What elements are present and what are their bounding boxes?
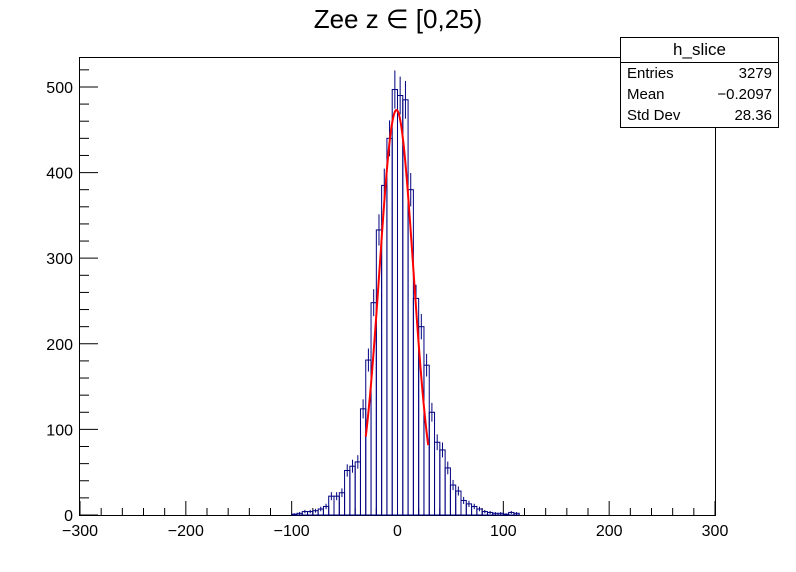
histogram-bin: [359, 408, 367, 516]
stats-value: 3279: [738, 65, 772, 82]
y-tick-label: 500: [46, 80, 73, 97]
histogram-bin: [434, 441, 441, 516]
gaussian-fit: [364, 109, 430, 446]
histogram-bin: [391, 89, 399, 516]
histogram-bin: [354, 461, 361, 516]
fit-curve: [364, 109, 430, 446]
stats-label: Std Dev: [627, 107, 681, 124]
y-tick-label: 400: [46, 166, 73, 183]
stats-label: Mean: [627, 86, 665, 103]
stats-value: −0.2097: [717, 86, 772, 103]
x-tick-label: 300: [702, 523, 729, 540]
stats-row-stddev: Std Dev 28.36: [621, 105, 778, 126]
histogram-bins: [291, 70, 520, 516]
histogram-bin: [386, 137, 393, 516]
histogram-bin: [439, 449, 446, 516]
y-tick-label: 100: [46, 422, 73, 439]
chart-title: Zee z ∈ [0,25): [313, 4, 483, 34]
stats-value: 28.36: [734, 107, 772, 124]
x-tick-label: 0: [393, 523, 402, 540]
y-tick-label: 0: [64, 508, 73, 525]
y-tick-label: 300: [46, 251, 73, 268]
x-tick-label: −100: [274, 523, 310, 540]
x-tick-label: −300: [62, 523, 98, 540]
histogram-bin: [397, 95, 404, 516]
x-tick-label: −200: [168, 523, 204, 540]
histogram-bin: [428, 411, 436, 516]
stats-row-mean: Mean −0.2097: [621, 84, 778, 105]
stats-box: h_slice Entries 3279 Mean −0.2097 Std De…: [620, 37, 779, 128]
y-tick-label: 200: [46, 337, 73, 354]
stats-label: Entries: [627, 65, 674, 82]
stats-row-entries: Entries 3279: [621, 63, 778, 84]
histogram-bin: [349, 465, 356, 516]
x-tick-label: 200: [596, 523, 623, 540]
x-tick-label: 100: [490, 523, 517, 540]
stats-title: h_slice: [621, 38, 778, 63]
histogram-bin: [444, 467, 451, 516]
plot-frame: [79, 57, 716, 516]
histogram-bin: [344, 469, 351, 516]
